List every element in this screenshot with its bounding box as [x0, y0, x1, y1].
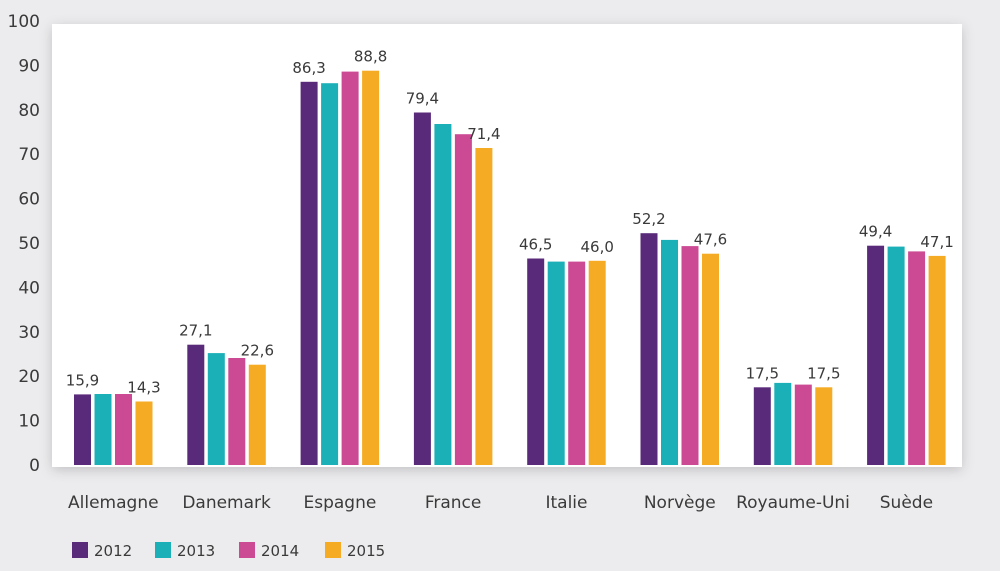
data-label: 46,0 [580, 238, 613, 256]
bar-2014[interactable] [568, 261, 586, 465]
y-tick-label: 60 [18, 190, 40, 210]
y-tick-label: 30 [18, 323, 40, 343]
data-label: 71,4 [467, 125, 500, 143]
bar-2012[interactable] [867, 245, 885, 465]
legend-label: 2013 [177, 542, 215, 560]
x-category-label: Suède [880, 493, 933, 513]
bar-2014[interactable] [228, 358, 246, 465]
x-category-label: Danemark [182, 493, 271, 513]
legend-swatch [155, 542, 171, 558]
data-label: 49,4 [859, 223, 892, 241]
data-label: 79,4 [406, 90, 439, 108]
y-tick-label: 20 [18, 367, 40, 387]
bar-2015[interactable] [248, 364, 266, 465]
bar-2015[interactable] [702, 253, 719, 465]
bar-2012[interactable] [527, 258, 545, 466]
legend-label: 2012 [94, 542, 132, 560]
bar-2014[interactable] [115, 394, 132, 465]
legend-item-2012[interactable]: 2012 [72, 542, 132, 560]
data-label: 47,1 [920, 233, 953, 251]
y-tick-label: 10 [18, 412, 40, 432]
data-label: 52,2 [632, 210, 665, 228]
bar-2013[interactable] [887, 246, 905, 465]
bar-2014[interactable] [681, 246, 699, 465]
x-category-label: Royaume-Uni [736, 493, 850, 513]
data-label: 17,5 [746, 364, 779, 382]
y-tick-label: 80 [18, 101, 40, 121]
bar-2012[interactable] [187, 344, 205, 465]
x-category-label: Espagne [303, 493, 376, 513]
bar-2014[interactable] [794, 384, 812, 465]
y-tick-label: 100 [8, 12, 40, 32]
data-label: 22,6 [241, 342, 274, 360]
x-axis: Allemagne Danemark Espagne France Italie Norv… [68, 493, 933, 513]
data-label: 86,3 [292, 59, 325, 77]
bar-2012[interactable] [413, 112, 431, 466]
legend-swatch [239, 542, 255, 558]
bars-group [74, 70, 946, 466]
bar-2015[interactable] [928, 255, 946, 465]
bar-2012[interactable] [640, 233, 658, 465]
bar-2013[interactable] [434, 124, 452, 465]
legend-swatch [72, 542, 88, 558]
x-category-label: Italie [545, 493, 587, 513]
legend-item-2013[interactable]: 2013 [155, 542, 215, 560]
legend-label: 2014 [261, 542, 299, 560]
y-axis: 0 10 20 30 40 50 60 70 80 90 100 [8, 12, 40, 476]
bar-2013[interactable] [547, 261, 565, 465]
bar-2012[interactable] [74, 394, 91, 465]
bar-2013[interactable] [321, 83, 339, 465]
data-label: 17,5 [807, 364, 840, 382]
data-labels-group: 15,9 14,3 27,1 22,6 86,3 88,8 79,4 71,4 46,5 46,0… [66, 48, 954, 397]
legend: 2012 2013 2014 2015 [72, 542, 385, 560]
bar-2012[interactable] [300, 81, 318, 466]
x-category-label: France [425, 493, 482, 513]
y-tick-label: 40 [18, 278, 40, 298]
bar-2015[interactable] [588, 260, 606, 465]
bar-2013[interactable] [774, 382, 792, 465]
data-label: 88,8 [354, 48, 387, 66]
bar-2015[interactable] [815, 387, 833, 465]
bar-2015[interactable] [135, 401, 153, 466]
y-tick-label: 0 [29, 456, 40, 476]
bar-2013[interactable] [207, 353, 225, 465]
legend-item-2015[interactable]: 2015 [325, 542, 385, 560]
x-category-label: Norvège [644, 493, 716, 513]
legend-label: 2015 [347, 542, 385, 560]
bar-2014[interactable] [908, 251, 926, 465]
x-category-label: Allemagne [68, 493, 159, 513]
bar-2014[interactable] [341, 71, 359, 465]
legend-item-2014[interactable]: 2014 [239, 542, 299, 560]
data-label: 27,1 [179, 322, 212, 340]
bar-2015[interactable] [362, 70, 380, 465]
data-label: 46,5 [519, 236, 552, 254]
y-tick-label: 70 [18, 145, 40, 165]
data-label: 15,9 [66, 371, 99, 389]
y-tick-label: 90 [18, 56, 40, 76]
bar-2013[interactable] [661, 239, 678, 465]
data-label: 47,6 [694, 231, 727, 249]
data-label: 14,3 [127, 379, 160, 397]
bar-2014[interactable] [454, 134, 472, 465]
bar-2012[interactable] [753, 387, 771, 465]
bar-2013[interactable] [94, 394, 112, 465]
bar-2015[interactable] [475, 148, 493, 465]
y-tick-label: 50 [18, 234, 40, 254]
legend-swatch [325, 542, 341, 558]
